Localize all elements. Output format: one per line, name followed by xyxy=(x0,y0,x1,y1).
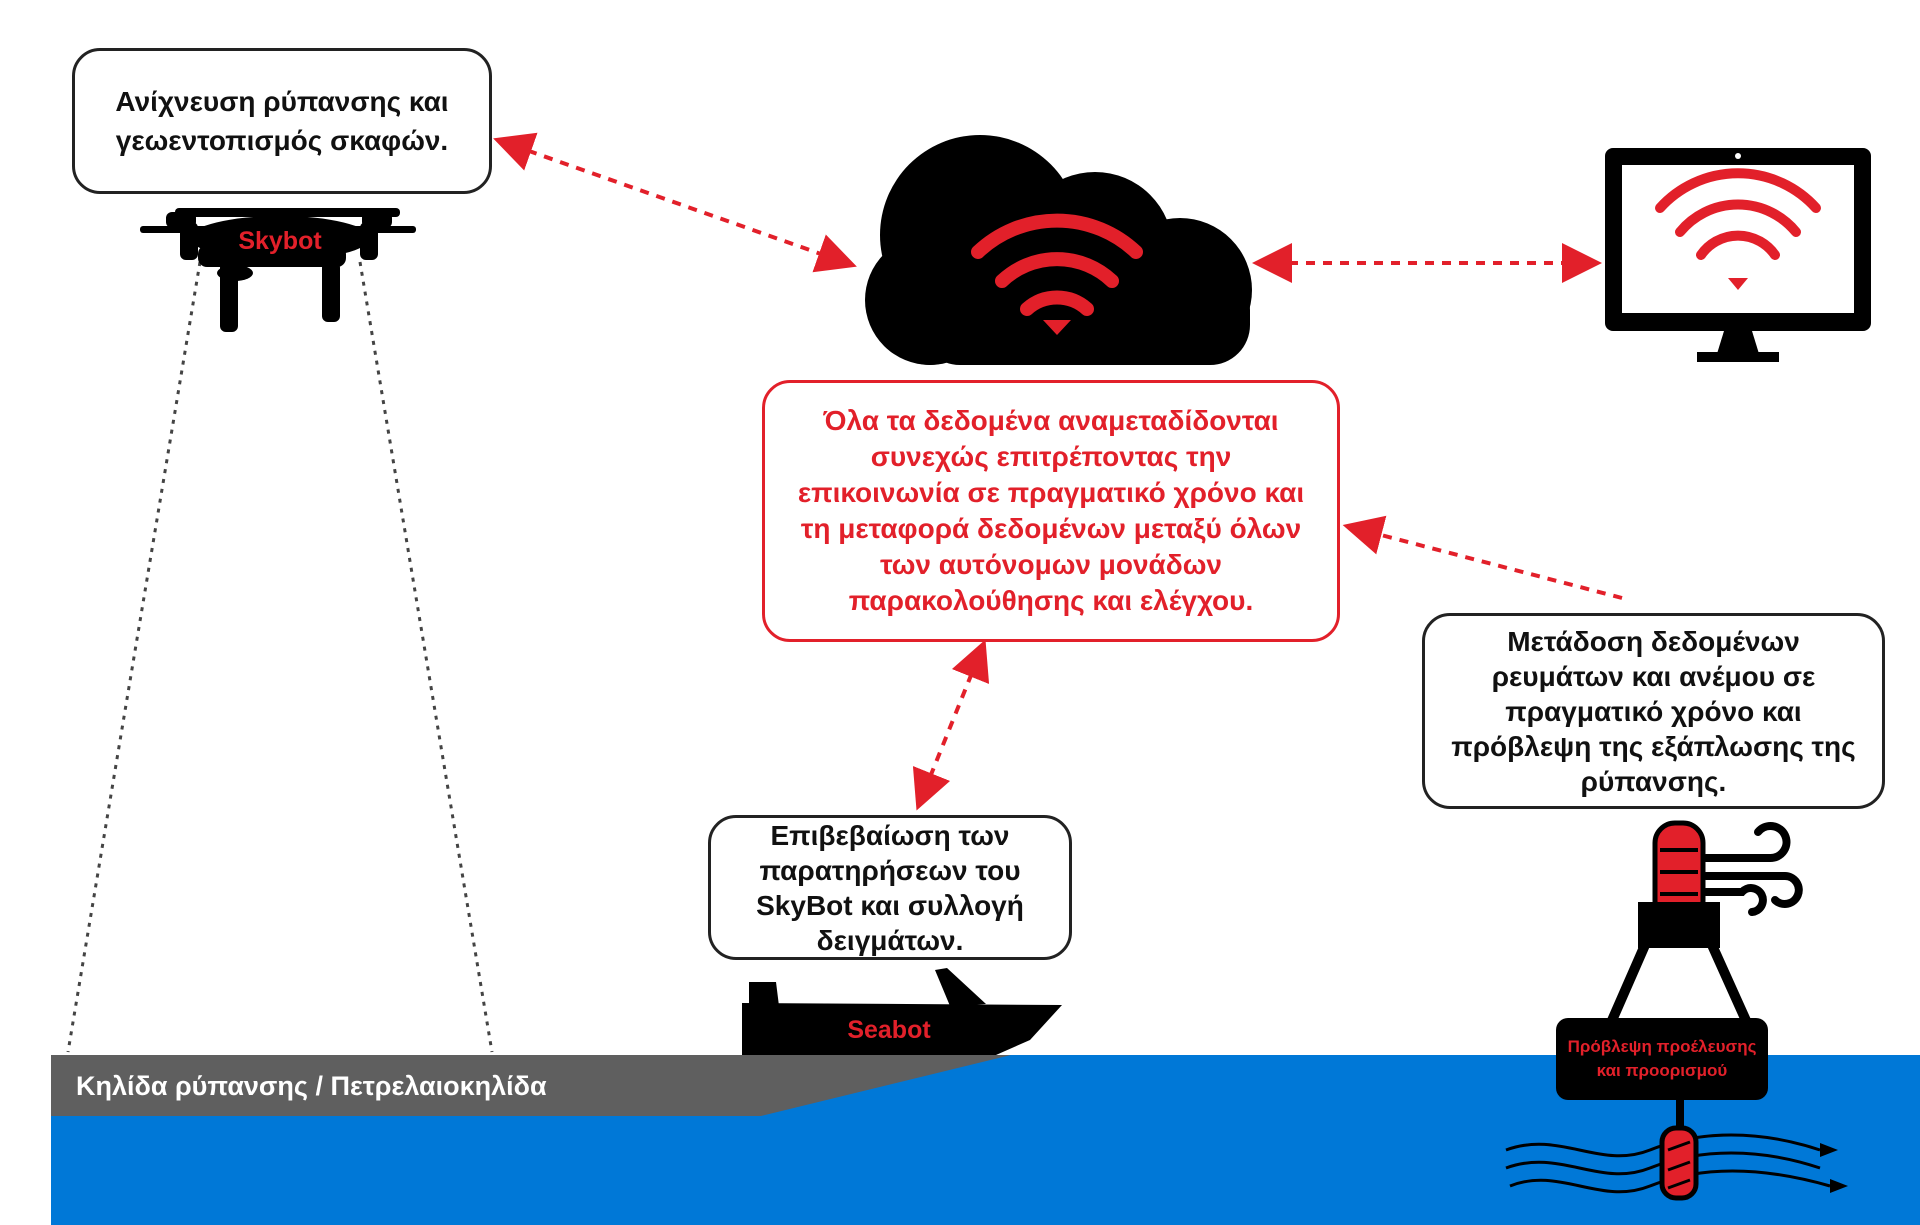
wind-icon xyxy=(1702,822,1803,916)
center-bubble: Όλα τα δεδομένα αναμεταδίδονται συνεχώς … xyxy=(762,380,1340,642)
current-icon xyxy=(1505,1133,1831,1194)
seabot-bubble-text: Επιβεβαίωση των παρατηρήσεων του SkyBot … xyxy=(756,819,1024,956)
oil-slick xyxy=(51,1055,1011,1116)
buoy-bubble: Μετάδοση δεδομένων ρευμάτων και ανέμου σ… xyxy=(1422,613,1885,809)
buoy-bubble-text: Μετάδοση δεδομένων ρευμάτων και ανέμου σ… xyxy=(1451,625,1856,797)
arrow-drone-cloud xyxy=(493,132,857,273)
arrow-buoy-center xyxy=(1342,515,1623,600)
oil-slick-label: Κηλίδα ρύπανσης / Πετρελαιοκηλίδα xyxy=(76,1071,547,1101)
center-bubble-text: Όλα τα δεδομένα αναμεταδίδονται συνεχώς … xyxy=(797,405,1305,616)
arrow-center-boat xyxy=(912,639,990,811)
wifi-icon xyxy=(971,213,1143,316)
skybot-bubble-text: Ανίχνευση ρύπανσης και γεωεντοπισμός σκα… xyxy=(115,86,449,156)
seabot-bubble: Επιβεβαίωση των παρατηρήσεων του SkyBot … xyxy=(708,815,1072,960)
boat-label: Seabot xyxy=(847,1016,931,1044)
drone-label: Skybot xyxy=(238,227,322,255)
forecast-label: Πρόβλεψη προέλευσης και προορισμού xyxy=(1556,1018,1768,1100)
skybot-bubble: Ανίχνευση ρύπανσης και γεωεντοπισμός σκα… xyxy=(72,48,492,194)
